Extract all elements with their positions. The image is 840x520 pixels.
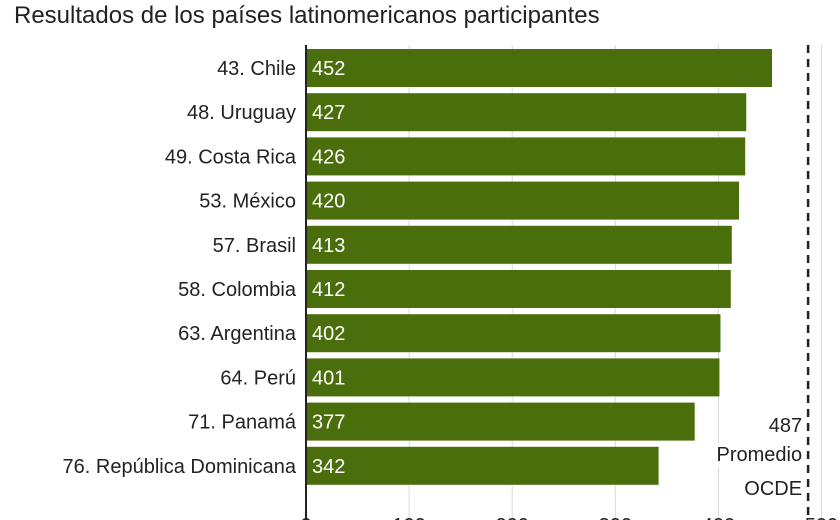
- category-label: 76. República Dominicana: [63, 456, 297, 478]
- category-label: 71. Panamá: [188, 412, 297, 434]
- ocde-average-label: Promedio: [716, 444, 802, 466]
- x-tick-label: 300: [599, 515, 632, 520]
- category-label: 53. México: [199, 191, 296, 213]
- category-label: 57. Brasil: [213, 235, 296, 257]
- bar-value-label: 342: [312, 456, 345, 478]
- x-tick-label: 400: [702, 515, 735, 520]
- bar: [306, 181, 740, 220]
- ocde-label-background: [714, 443, 805, 467]
- category-label: 43. Chile: [217, 58, 296, 80]
- ocde-label-background: [742, 477, 805, 501]
- x-tick-label: 200: [496, 515, 529, 520]
- bar-value-label: 412: [312, 279, 345, 301]
- x-tick-label: 500: [805, 515, 838, 520]
- category-label: 64. Perú: [220, 367, 296, 389]
- bar: [306, 402, 695, 441]
- bar-value-label: 401: [312, 367, 345, 389]
- bar: [306, 137, 746, 176]
- bar-value-label: 377: [312, 412, 345, 434]
- bar: [306, 270, 731, 308]
- ocde-label-background: [766, 414, 805, 438]
- bar-value-label: 413: [312, 235, 345, 257]
- category-label: 58. Colombia: [178, 279, 297, 301]
- bar-value-label: 420: [312, 191, 345, 213]
- bar: [306, 225, 732, 264]
- bar: [306, 358, 720, 397]
- bar-value-label: 402: [312, 323, 345, 345]
- ocde-average-label: 487: [769, 415, 802, 437]
- ocde-average-label: OCDE: [744, 478, 802, 500]
- category-label: 49. Costa Rica: [165, 146, 297, 168]
- bar: [306, 314, 721, 353]
- bar: [306, 93, 747, 132]
- bar: [306, 49, 773, 87]
- category-label: 48. Uruguay: [187, 102, 296, 124]
- bar-value-label: 426: [312, 146, 345, 168]
- bar-value-label: 452: [312, 58, 345, 80]
- category-label: 63. Argentina: [178, 323, 297, 345]
- bar-value-label: 427: [312, 102, 345, 124]
- bar: [306, 446, 659, 485]
- x-tick-label: 100: [392, 515, 425, 520]
- chart-title: Resultados de los países latinomericanos…: [14, 2, 600, 29]
- x-tick-label: 0: [300, 515, 311, 520]
